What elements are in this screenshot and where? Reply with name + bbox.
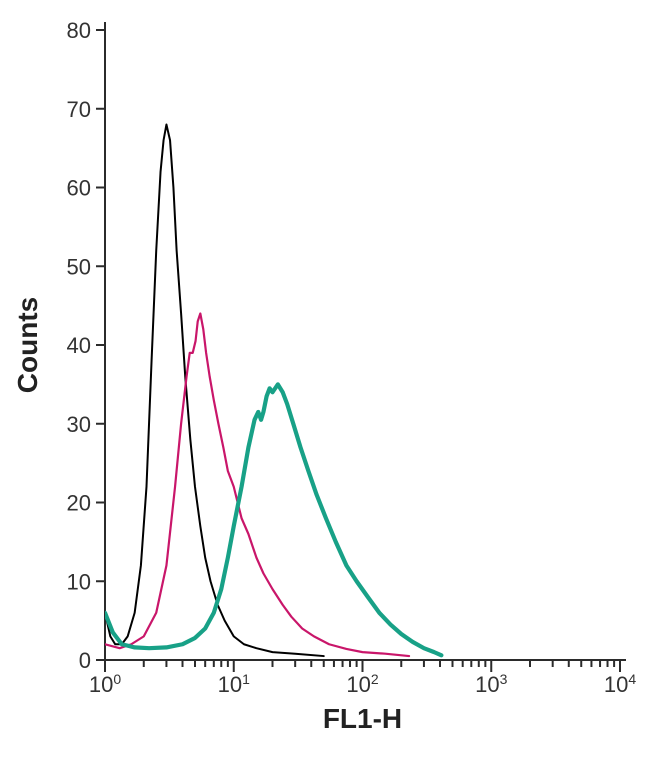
svg-text:50: 50 bbox=[67, 254, 91, 279]
chart-background bbox=[0, 0, 650, 768]
svg-text:40: 40 bbox=[67, 333, 91, 358]
svg-text:70: 70 bbox=[67, 97, 91, 122]
svg-text:60: 60 bbox=[67, 176, 91, 201]
svg-text:10: 10 bbox=[67, 569, 91, 594]
x-axis-title: FL1-H bbox=[323, 703, 402, 734]
svg-text:30: 30 bbox=[67, 412, 91, 437]
y-axis-tick-labels: 0 10 20 30 40 50 60 70 80 bbox=[67, 18, 91, 673]
flow-cytometry-histogram: 01020304050607080 100101102103104 Counts… bbox=[0, 0, 650, 768]
svg-text:80: 80 bbox=[67, 18, 91, 43]
svg-text:0: 0 bbox=[79, 648, 91, 673]
y-axis-title: Counts bbox=[12, 297, 43, 393]
svg-text:20: 20 bbox=[67, 491, 91, 516]
